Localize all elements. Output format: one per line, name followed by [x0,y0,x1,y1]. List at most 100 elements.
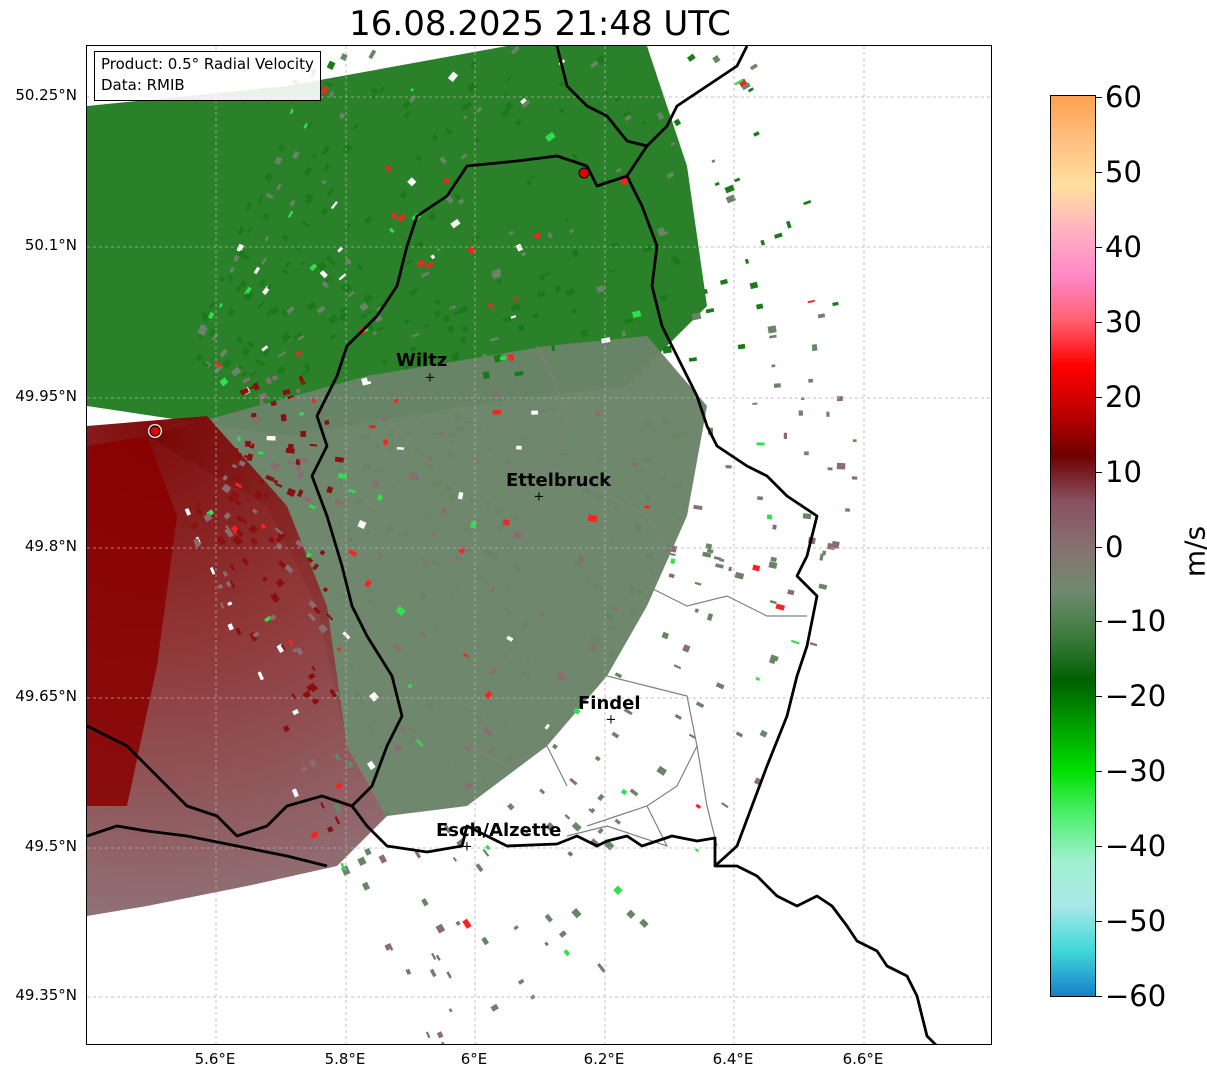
echo-speckle [714,181,720,187]
echo-speckle [493,392,501,399]
echo-speckle [467,245,476,255]
inbound-velocity-region [87,46,707,436]
echo-speckle [523,439,530,444]
echo-speckle [326,486,334,494]
echo-speckle [431,479,442,488]
echo-speckle [369,508,379,514]
lat-tick-50.1: 50.1°N [24,236,77,254]
echo-speckle [638,469,645,473]
echo-speckle [372,331,378,336]
echo-speckle [715,682,725,690]
echo-speckle [384,164,392,172]
echo-speckle [622,378,628,386]
echo-speckle [688,357,698,362]
echo-speckle [784,476,789,482]
echo-speckle [706,548,714,554]
echo-speckle [845,508,851,512]
echo-speckle [228,275,234,283]
echo-speckle [359,302,369,312]
echo-speckle [410,87,415,92]
echo-speckle [424,261,434,269]
echo-speckle [229,266,235,273]
echo-speckle [300,430,306,437]
echo-speckle [227,495,236,503]
echo-speckle [836,396,843,402]
echo-speckle [301,370,309,376]
echo-speckle [571,153,579,161]
echo-speckle [303,122,308,129]
map-title: 16.08.2025 21:48 UTC [349,4,731,44]
echo-speckle [693,504,703,510]
echo-speckle [482,371,490,380]
echo-speckle [725,465,732,469]
echo-speckle [559,452,567,456]
echo-speckle [336,524,342,530]
echo-speckle [786,220,792,229]
echo-speckle [787,589,795,596]
echo-speckle [626,909,636,919]
echo-speckle [316,305,326,314]
echo-speckle [325,254,333,262]
colorbar-tick-mark [1096,621,1102,623]
echo-speckle [393,478,401,483]
echo-speckle [330,259,337,266]
echo-speckle [233,451,242,460]
colorbar-tick-mark [1096,696,1102,698]
echo-speckle [798,410,803,416]
echo-speckle [378,854,388,864]
echo-speckle [544,913,553,923]
echo-speckle [230,366,242,377]
echo-speckle [827,467,833,471]
echo-speckle [670,558,676,565]
echo-speckle [307,120,314,129]
echo-speckle [368,424,376,429]
echo-speckle [836,462,846,470]
echo-speckle [493,354,503,363]
echo-speckle [607,625,617,631]
echo-speckle [250,537,259,546]
colorbar-tick-label: −30 [1105,754,1167,789]
echo-speckle [235,336,244,344]
echo-speckle [520,669,530,678]
echo-speckle [217,583,224,590]
echo-speckle [261,257,267,265]
echo-speckle [410,346,417,352]
echo-speckle [241,371,248,377]
echo-speckle [769,654,779,662]
echo-speckle [322,586,329,593]
echo-speckle [572,707,581,715]
echo-speckle [262,349,271,357]
echo-speckle [334,816,341,825]
echo-speckle [597,827,604,835]
echo-speckle [705,543,713,550]
echo-speckle [655,660,665,669]
echo-speckle [536,291,546,298]
echo-speckle [432,623,439,631]
echo-speckle [326,60,336,70]
echo-speckle [325,276,332,283]
echo-speckle [273,479,279,485]
echo-speckle [602,90,609,98]
echo-speckle [832,301,839,307]
echo-speckle [621,330,627,337]
echo-speckle [447,493,456,502]
velocity-colorbar [1050,95,1096,997]
echo-speckle [554,285,562,294]
echo-speckle [302,495,313,503]
echo-speckle [710,110,722,121]
echo-speckle [235,482,243,489]
country-borders [87,46,937,1044]
echo-speckle [239,387,250,396]
echo-speckle [299,260,306,267]
echo-speckle [209,567,216,575]
echo-speckle [214,360,222,368]
echo-speckle [458,548,465,554]
echo-speckle [414,240,424,250]
echo-speckle [293,331,303,340]
echo-speckle [392,643,402,653]
echo-speckle [227,601,233,606]
echo-speckle [201,311,206,317]
echo-speckle [338,306,348,314]
echo-speckle [360,313,367,319]
echo-speckle [274,156,283,165]
